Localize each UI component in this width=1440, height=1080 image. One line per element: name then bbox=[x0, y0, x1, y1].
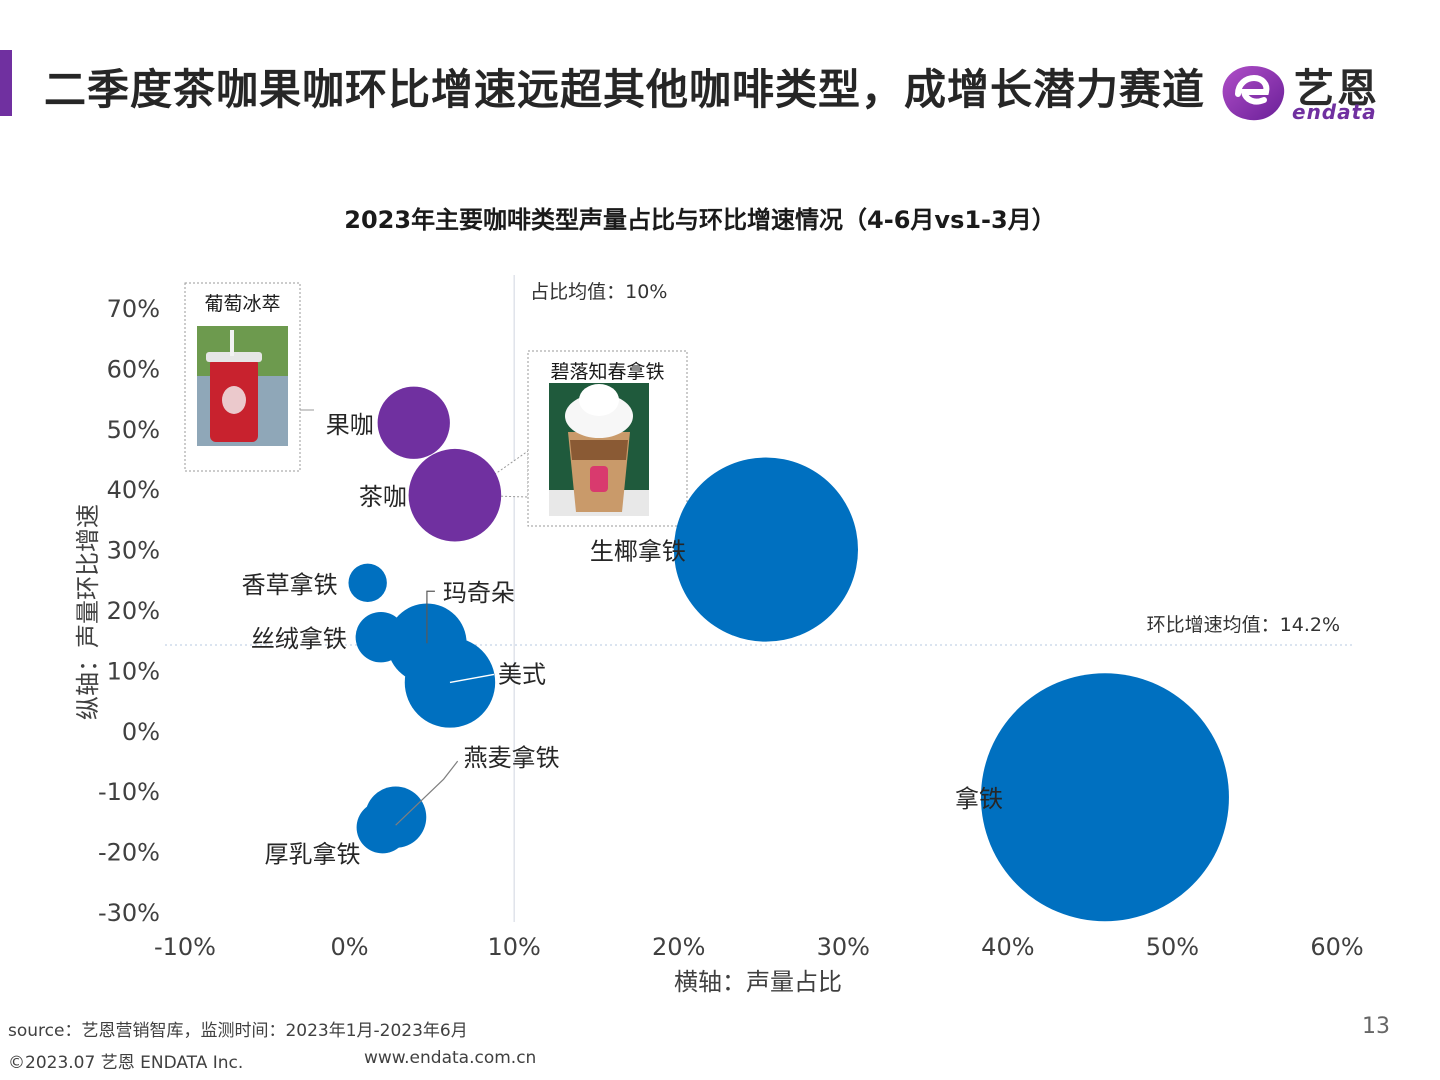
endata-logo-icon bbox=[1222, 66, 1285, 121]
leader-lines bbox=[395, 590, 495, 826]
leader-line bbox=[395, 760, 459, 826]
bubble-label: 拿铁 bbox=[955, 785, 1003, 813]
x-tick-label: 30% bbox=[817, 933, 870, 961]
bubble-果咖 bbox=[377, 386, 450, 459]
bubble-label: 果咖 bbox=[326, 411, 374, 439]
bubble-label: 茶咖 bbox=[359, 483, 407, 511]
x-tick-label: -10% bbox=[154, 933, 216, 961]
callout-title: 碧落知春拿铁 bbox=[550, 360, 664, 383]
bubble-label: 生椰拿铁 bbox=[590, 538, 686, 566]
bubbles bbox=[348, 386, 1229, 922]
y-tick-label: 0% bbox=[122, 718, 160, 746]
y-tick-label: 40% bbox=[107, 476, 160, 504]
grape-coffee-photo bbox=[197, 326, 288, 446]
y-mean-label: 环比增速均值：14.2% bbox=[1147, 614, 1340, 636]
callout-title: 葡萄冰萃 bbox=[204, 293, 280, 315]
cup-logo bbox=[222, 386, 246, 414]
x-tick-label: 20% bbox=[652, 933, 705, 961]
y-tick-label: -10% bbox=[98, 778, 160, 806]
bubble-生椰拿铁 bbox=[673, 457, 858, 642]
bubble-香草拿铁 bbox=[348, 563, 387, 603]
footer-copyright: ©2023.07 艺恩 ENDATA Inc. bbox=[8, 1053, 244, 1073]
x-axis-ticks: -10% 0% 10% 20% 30% 40% 50% 60% bbox=[154, 933, 1364, 961]
cup-logo bbox=[590, 466, 608, 492]
y-tick-label: -20% bbox=[98, 839, 160, 867]
bubble-label: 厚乳拿铁 bbox=[264, 840, 360, 868]
x-axis-label: 横轴：声量占比 bbox=[674, 968, 842, 996]
leader-line bbox=[449, 673, 495, 684]
x-tick-label: 60% bbox=[1310, 933, 1363, 961]
footer-source: source：艺恩营销智库，监测时间：2023年1月-2023年6月 bbox=[8, 1021, 468, 1041]
coffee-layer bbox=[570, 440, 628, 460]
x-tick-label: 0% bbox=[331, 933, 369, 961]
x-tick-label: 50% bbox=[1146, 933, 1199, 961]
whipped-cream-top bbox=[579, 384, 619, 416]
title-accent-bar bbox=[0, 50, 12, 116]
bubble-丝绒拿铁 bbox=[355, 611, 407, 663]
x-tick-label: 10% bbox=[487, 933, 540, 961]
logo-text-en: endata bbox=[1292, 100, 1377, 124]
y-tick-label: 20% bbox=[107, 597, 160, 625]
page-number: 13 bbox=[1362, 1014, 1390, 1039]
y-axis-ticks: 70% 60% 50% 40% 30% 20% 10% 0% -10% -20% -30% bbox=[98, 295, 160, 927]
bubble-厚乳拿铁 bbox=[356, 801, 409, 854]
y-tick-label: 60% bbox=[107, 355, 160, 383]
y-tick-label: 50% bbox=[107, 416, 160, 444]
endata-logo: 艺恩 endata bbox=[1216, 60, 1396, 126]
bubble-label: 香草拿铁 bbox=[242, 571, 338, 599]
y-tick-label: 70% bbox=[107, 295, 160, 323]
straw bbox=[230, 330, 234, 356]
bubble-label: 美式 bbox=[498, 660, 546, 688]
tea-latte-photo bbox=[549, 383, 649, 516]
x-tick-label: 40% bbox=[981, 933, 1034, 961]
logo-text-cn: 艺恩 bbox=[1294, 66, 1380, 112]
y-tick-label: -30% bbox=[98, 899, 160, 927]
y-axis-label: 纵轴：声量环比增速 bbox=[74, 504, 102, 720]
page-title: 二季度茶咖果咖环比增速远超其他咖啡类型，成增长潜力赛道 bbox=[44, 65, 1206, 114]
footer-url[interactable]: www.endata.com.cn bbox=[364, 1048, 537, 1068]
bubble-拿铁 bbox=[980, 673, 1229, 922]
bubble-label: 丝绒拿铁 bbox=[251, 625, 347, 653]
y-tick-label: 10% bbox=[107, 657, 160, 685]
x-mean-label: 占比均值：10% bbox=[530, 281, 667, 303]
bubble-茶咖 bbox=[408, 448, 502, 542]
bubble-label: 燕麦拿铁 bbox=[464, 744, 560, 772]
reference-lines: 占比均值：10% 环比增速均值：14.2% bbox=[165, 275, 1355, 922]
y-tick-label: 30% bbox=[107, 537, 160, 565]
chart-title: 2023年主要咖啡类型声量占比与环比增速情况（4-6月vs1-3月） bbox=[344, 206, 1056, 234]
leader-line bbox=[426, 590, 435, 644]
cup-lid bbox=[206, 352, 262, 362]
bubble-label: 玛奇朵 bbox=[443, 579, 515, 607]
